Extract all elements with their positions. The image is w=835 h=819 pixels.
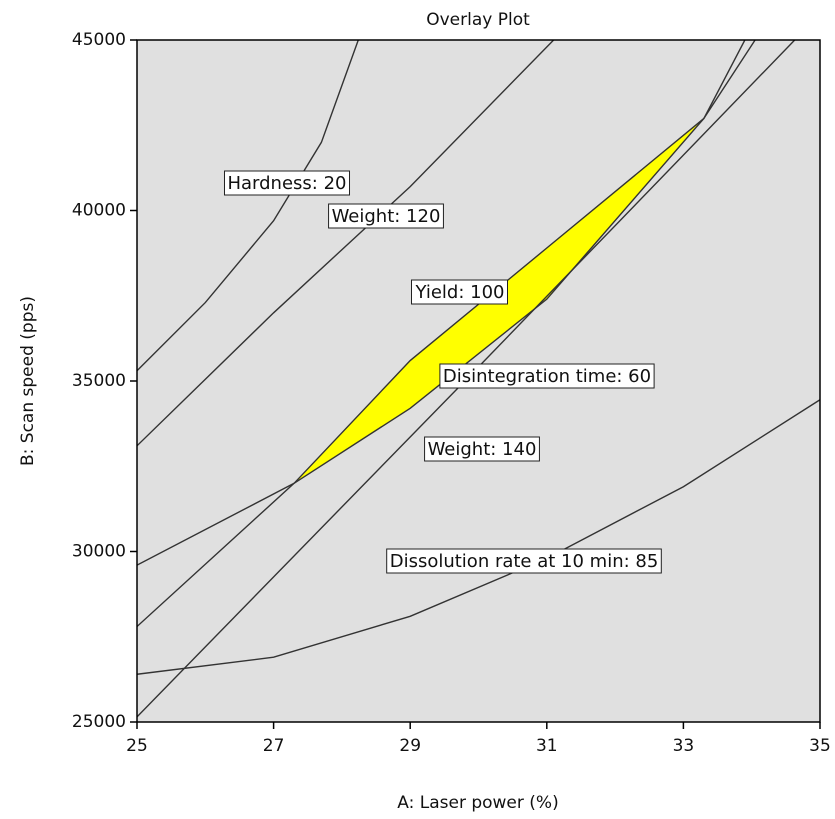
contour-label: Hardness: 20 [227,173,346,194]
contour-label: Weight: 140 [428,439,537,460]
x-tick-label: 35 [809,736,831,756]
x-tick-label: 27 [263,736,285,756]
chart-title: Overlay Plot [426,10,530,30]
contour-line [137,399,820,675]
contour-line [137,40,359,372]
contour-label-box [328,203,444,229]
contour-label: Dissolution rate at 10 min: 85 [390,551,659,572]
x-tick-label: 29 [399,736,421,756]
y-tick-label: 30000 [72,542,126,562]
contour-label: Yield: 100 [415,282,505,303]
x-axis-label: A: Laser power (%) [397,793,558,813]
contour-label-box [411,279,508,305]
contour-label: Weight: 120 [332,206,441,227]
x-tick-label: 31 [536,736,558,756]
y-tick-label: 40000 [72,201,126,221]
contour-label-box [223,170,351,196]
contour-label-box [424,436,540,462]
y-tick-label: 45000 [72,30,126,50]
y-tick-label: 25000 [72,712,126,732]
contour-label: Disintegration time: 60 [443,366,651,387]
x-tick-label: 33 [673,736,695,756]
y-tick-label: 35000 [72,371,126,391]
contour-label-box [386,548,662,574]
y-axis-label: B: Scan speed (pps) [18,296,38,466]
contour-label-box [439,363,655,389]
contour-line [137,40,746,566]
x-tick-label: 25 [126,736,148,756]
contour-line [137,40,555,447]
